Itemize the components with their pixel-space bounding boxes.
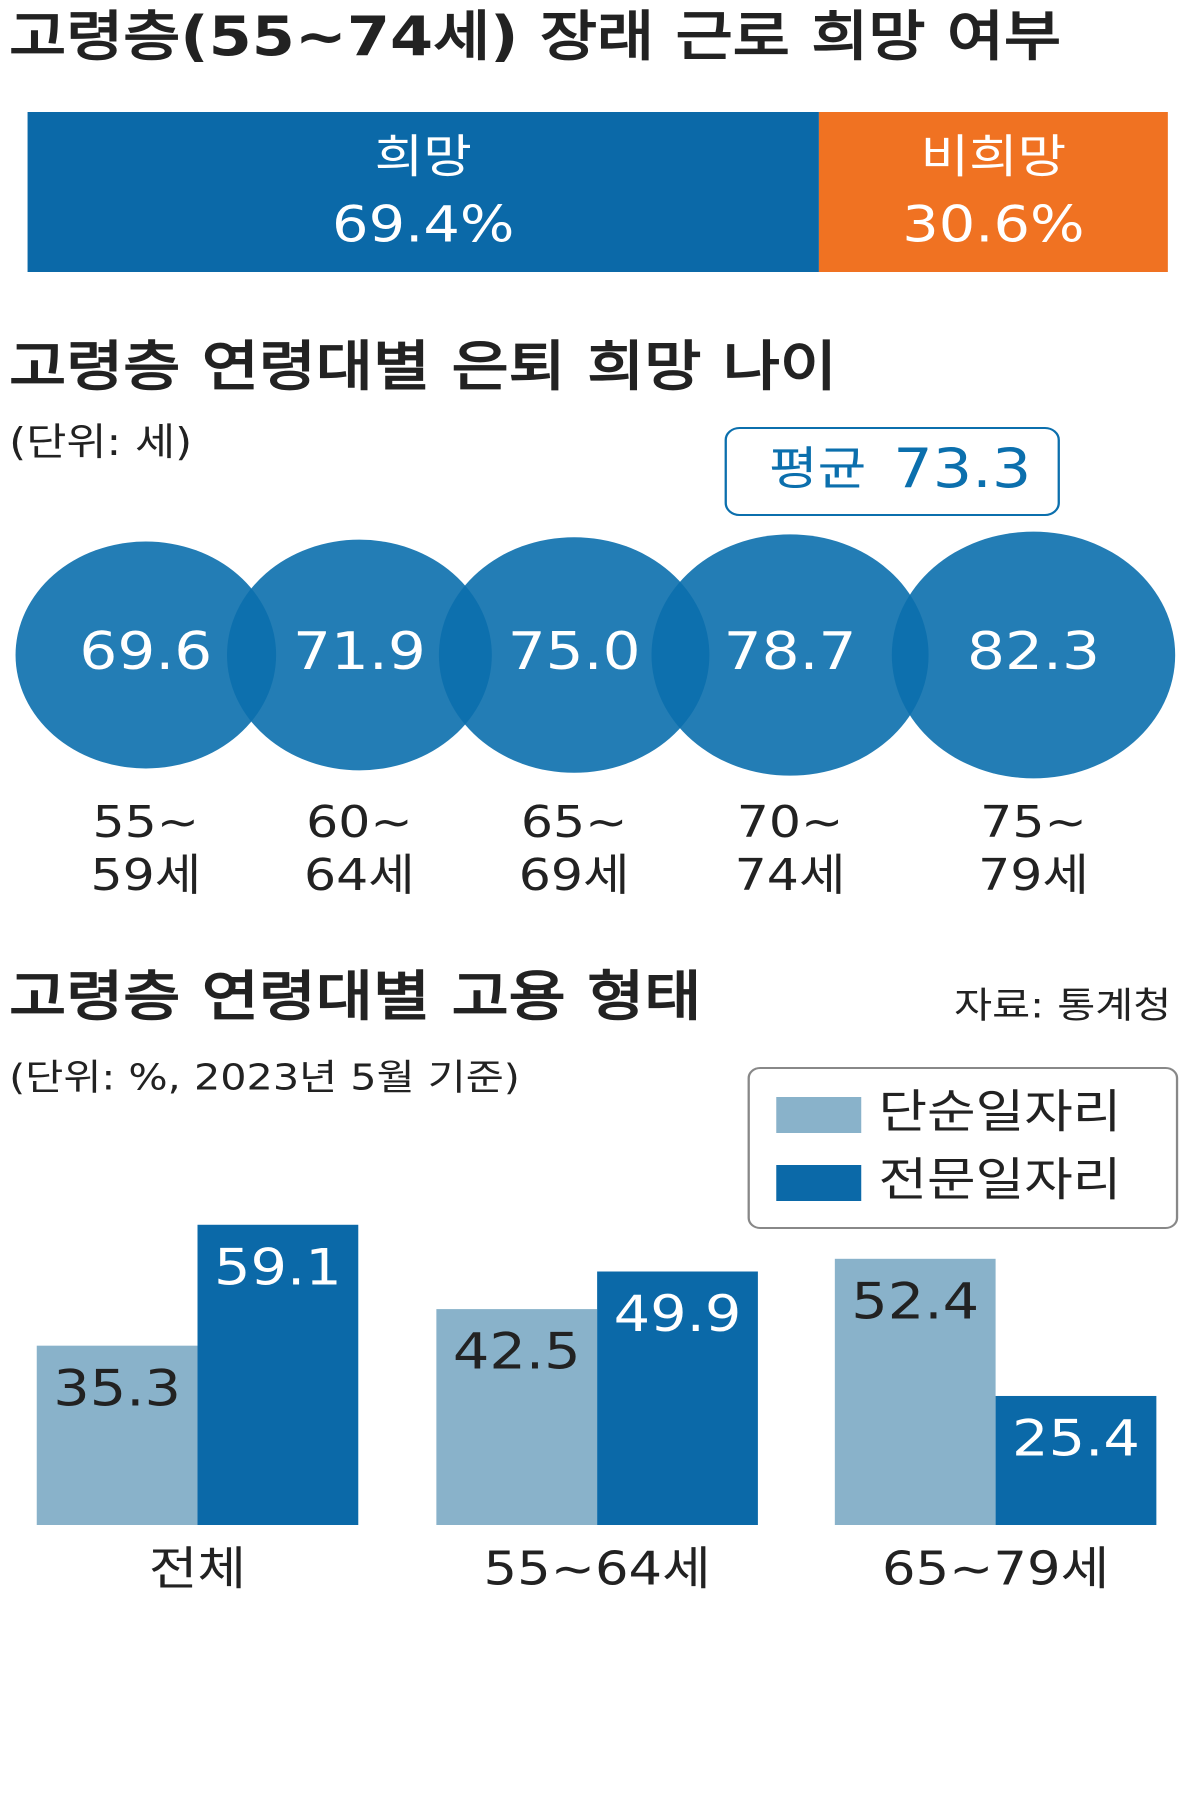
value-label: 69.4% bbox=[332, 195, 514, 254]
value-label: 49.9 bbox=[614, 1285, 742, 1344]
chart-subtitle: (단위: %, 2023년 5월 기준) bbox=[9, 1057, 520, 1099]
source: 자료: 통계청 bbox=[954, 985, 1171, 1027]
segment-label: 희망 bbox=[375, 130, 472, 184]
bubble bbox=[891, 531, 1176, 779]
legend-swatch bbox=[776, 1097, 862, 1133]
chart-subtitle: (단위: 세) bbox=[9, 420, 192, 465]
value-label: 69.6 bbox=[79, 622, 212, 682]
x-tick-label: 55~ 59세 bbox=[90, 797, 201, 901]
annotation-box bbox=[724, 427, 1060, 516]
chart-title: 고령층(55~74세) 장래 근로 희망 여부 bbox=[9, 5, 1061, 68]
chart-title: 고령층 연령대별 고용 형태 bbox=[9, 965, 701, 1028]
annotation-label: 평균 bbox=[769, 442, 866, 496]
legend-swatch bbox=[776, 1165, 862, 1201]
annotation-value: 73.3 bbox=[893, 437, 1031, 500]
x-tick-label: 60~ 64세 bbox=[304, 797, 415, 901]
value-label: 42.5 bbox=[453, 1322, 581, 1381]
bar bbox=[834, 1258, 996, 1525]
bar bbox=[36, 1345, 198, 1525]
legend-label: 단순일자리 bbox=[878, 1085, 1121, 1139]
legend-label: 전문일자리 bbox=[878, 1153, 1121, 1207]
value-label: 78.7 bbox=[724, 622, 857, 682]
value-label: 35.3 bbox=[53, 1359, 181, 1418]
bubble bbox=[438, 537, 710, 773]
value-label: 59.1 bbox=[214, 1238, 342, 1297]
bar bbox=[197, 1224, 359, 1525]
x-tick-label: 70~ 74세 bbox=[735, 797, 846, 901]
bubble bbox=[227, 539, 492, 771]
bar bbox=[597, 1271, 758, 1525]
bar-segment bbox=[818, 112, 1168, 272]
x-tick-label: 전체 bbox=[149, 1542, 246, 1596]
bar-segment bbox=[27, 112, 819, 272]
x-tick-label: 65~79세 bbox=[882, 1542, 1109, 1596]
value-label: 82.3 bbox=[967, 622, 1100, 682]
segment-label: 비희망 bbox=[921, 130, 1067, 184]
bar bbox=[995, 1395, 1157, 1525]
chart-title: 고령층 연령대별 은퇴 희망 나이 bbox=[9, 335, 837, 398]
value-label: 52.4 bbox=[851, 1272, 979, 1331]
x-tick-label: 75~ 79세 bbox=[978, 797, 1089, 901]
bar bbox=[436, 1309, 598, 1525]
bubble bbox=[15, 541, 277, 769]
x-tick-label: 55~64세 bbox=[484, 1542, 711, 1596]
value-label: 71.9 bbox=[293, 622, 426, 682]
value-label: 75.0 bbox=[508, 622, 641, 682]
value-label: 25.4 bbox=[1012, 1409, 1140, 1468]
x-tick-label: 65~ 69세 bbox=[519, 797, 630, 901]
bubble bbox=[651, 534, 929, 776]
value-label: 30.6% bbox=[902, 195, 1084, 254]
